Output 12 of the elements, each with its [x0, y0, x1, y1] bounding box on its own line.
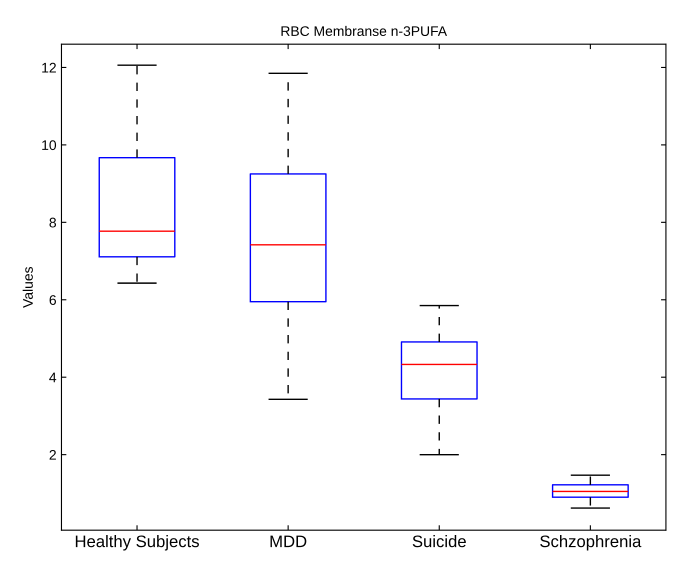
y-tick-label: 6 [50, 295, 56, 305]
x-tick-label: Schzophrenia [540, 535, 642, 551]
y-tick-label: 4 [49, 372, 56, 382]
y-axis-title: Values [22, 266, 33, 308]
y-tick-label: 10 [42, 140, 56, 150]
y-tick-label: 12 [42, 62, 56, 72]
y-tick-label: 2 [50, 450, 56, 460]
y-tick-label: 8 [49, 218, 56, 228]
chart-title: RBC Membranse n-3PUFA [281, 26, 448, 36]
x-tick-label: MDD [270, 536, 306, 548]
x-tick-label: Suicide [412, 535, 466, 548]
x-tick-label: Healthy Subjects [76, 535, 199, 551]
